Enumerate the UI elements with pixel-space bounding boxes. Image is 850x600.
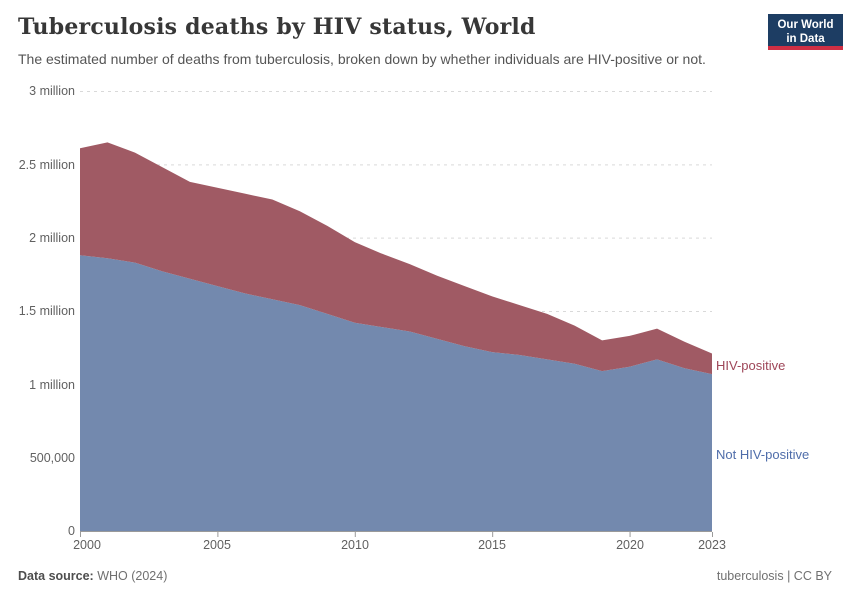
x-tick-2023: 2023: [698, 538, 726, 552]
footer-right: tuberculosis | CC BY: [717, 569, 832, 583]
x-tick-2015: 2015: [478, 538, 506, 552]
legend-label-hiv-positive[interactable]: HIV-positive: [716, 358, 786, 373]
data-source-label: Data source:: [18, 569, 94, 583]
license-link[interactable]: CC BY: [793, 569, 832, 583]
y-tick-500k: 500,000: [29, 451, 75, 465]
y-tick-2-5m: 2.5 million: [18, 158, 75, 172]
y-tick-2m: 2 million: [29, 231, 75, 245]
owid-logo[interactable]: Our World in Data: [768, 14, 843, 50]
data-source: Data source: WHO (2024): [18, 569, 167, 583]
footer-note: tuberculosis: [716, 569, 784, 583]
owid-logo-line2: in Data: [786, 33, 825, 45]
footer-separator: |: [787, 569, 791, 583]
not-hiv-positive-area[interactable]: [80, 255, 712, 531]
owid-logo-line1: Our World: [777, 19, 834, 31]
x-tick-2010: 2010: [341, 538, 369, 552]
x-tick-2005: 2005: [203, 538, 231, 552]
chart-footer: Data source: WHO (2024) tuberculosis | C…: [18, 569, 832, 583]
x-tick-2000: 2000: [73, 538, 101, 552]
y-tick-1-5m: 1.5 million: [18, 304, 75, 318]
x-tick-2020: 2020: [616, 538, 644, 552]
hiv-positive-area[interactable]: [80, 142, 712, 375]
y-tick-0: 0: [68, 524, 75, 538]
page-title: Tuberculosis deaths by HIV status, World: [18, 14, 536, 40]
y-tick-3m: 3 million: [29, 84, 75, 98]
y-tick-1m: 1 million: [29, 378, 75, 392]
data-source-value: WHO (2024): [97, 569, 168, 583]
legend-label-not-hiv-positive[interactable]: Not HIV-positive: [716, 447, 810, 462]
chart-subtitle: The estimated number of deaths from tube…: [18, 51, 706, 67]
